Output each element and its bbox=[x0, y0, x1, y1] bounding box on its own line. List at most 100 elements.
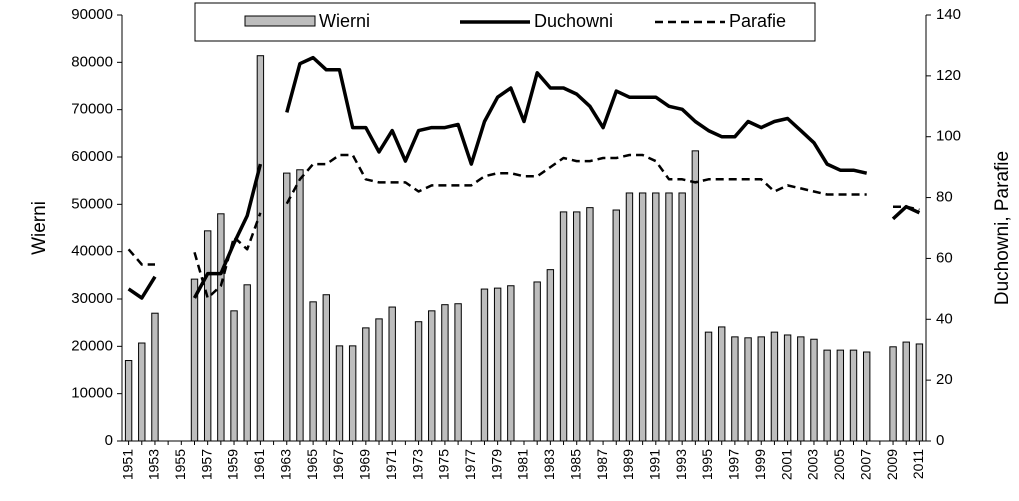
y-tick-label: 20000 bbox=[71, 337, 113, 354]
bar bbox=[283, 172, 291, 442]
x-tick-label: 1975 bbox=[436, 449, 452, 480]
x-tick-label: 2001 bbox=[778, 449, 794, 480]
bar bbox=[823, 349, 831, 442]
legend-label: Wierni bbox=[319, 11, 370, 31]
bar bbox=[138, 342, 146, 442]
bar bbox=[309, 301, 317, 442]
bar bbox=[480, 288, 489, 442]
y-tick-label: 50000 bbox=[71, 195, 113, 212]
bar bbox=[296, 169, 304, 442]
x-tick-label: 1981 bbox=[515, 449, 531, 480]
bar bbox=[428, 310, 436, 442]
y-tick-label: 60000 bbox=[71, 148, 113, 165]
bar bbox=[731, 336, 739, 442]
bar bbox=[256, 55, 265, 442]
bar bbox=[151, 312, 159, 442]
y-axis-label: Wierni bbox=[29, 201, 50, 255]
bar bbox=[704, 331, 713, 442]
x-tick-label: 1967 bbox=[330, 449, 346, 480]
x-tick-label: 1983 bbox=[541, 449, 557, 480]
y-tick-label: 10000 bbox=[71, 385, 113, 402]
x-tick-label: 1961 bbox=[251, 449, 267, 480]
bar bbox=[691, 150, 700, 442]
x-tick-label: 1999 bbox=[752, 449, 768, 480]
y2-tick-label: 40 bbox=[936, 310, 953, 327]
x-tick-label: 1963 bbox=[277, 449, 293, 480]
y-tick-label: 70000 bbox=[71, 101, 113, 118]
bar bbox=[573, 211, 581, 442]
bar bbox=[783, 334, 792, 442]
x-tick-label: 1953 bbox=[146, 449, 162, 480]
x-tick-label: 1951 bbox=[119, 449, 135, 480]
bar bbox=[441, 304, 449, 442]
bar bbox=[902, 341, 910, 442]
bar bbox=[810, 338, 818, 442]
x-tick-label: 2007 bbox=[857, 449, 873, 480]
x-tick-label: 1991 bbox=[647, 449, 663, 480]
x-tick-label: 1959 bbox=[225, 449, 241, 480]
x-tick-label: 1985 bbox=[567, 449, 583, 480]
bar bbox=[533, 281, 541, 442]
bar bbox=[586, 207, 594, 442]
x-tick-label: 1973 bbox=[409, 449, 425, 480]
bar bbox=[889, 346, 897, 442]
x-tick-label: 1957 bbox=[198, 449, 214, 480]
bar bbox=[322, 294, 330, 442]
x-tick-label: 1979 bbox=[488, 449, 504, 480]
x-tick-label: 2005 bbox=[831, 449, 847, 480]
bar bbox=[124, 360, 133, 442]
x-tick-label: 1997 bbox=[726, 449, 742, 480]
bar bbox=[638, 192, 647, 442]
y2-tick-label: 100 bbox=[936, 128, 961, 145]
bar bbox=[203, 230, 212, 442]
y-tick-label: 40000 bbox=[71, 243, 113, 260]
bar bbox=[559, 211, 568, 442]
y2-tick-label: 120 bbox=[936, 67, 961, 84]
bar bbox=[414, 321, 423, 442]
bar bbox=[507, 285, 515, 442]
bar bbox=[625, 192, 634, 442]
x-tick-label: 1977 bbox=[462, 449, 478, 480]
bar bbox=[362, 327, 370, 442]
bar bbox=[744, 337, 752, 442]
x-tick-label: 1969 bbox=[357, 449, 373, 480]
x-tick-label: 1971 bbox=[383, 449, 399, 480]
bar bbox=[454, 303, 462, 442]
bar bbox=[546, 269, 555, 442]
x-tick-label: 1955 bbox=[172, 449, 188, 480]
x-tick-label: 1987 bbox=[594, 449, 610, 480]
y2-tick-label: 0 bbox=[936, 432, 944, 449]
bar bbox=[217, 213, 225, 442]
bar bbox=[862, 351, 871, 442]
x-tick-label: 1993 bbox=[673, 449, 689, 480]
x-tick-label: 1989 bbox=[620, 449, 636, 480]
y2-axis-label: Duchowni, Parafie bbox=[992, 151, 1013, 305]
bar bbox=[757, 336, 765, 442]
bar bbox=[243, 284, 251, 442]
bar bbox=[335, 345, 344, 442]
bar bbox=[652, 192, 660, 442]
bar bbox=[665, 192, 673, 442]
bar bbox=[718, 326, 726, 442]
x-tick-label: 1965 bbox=[304, 449, 320, 480]
y-tick-label: 30000 bbox=[71, 290, 113, 307]
legend-swatch bbox=[244, 15, 316, 27]
y-tick-label: 80000 bbox=[71, 53, 113, 70]
bar bbox=[770, 331, 779, 442]
x-tick-label: 1995 bbox=[699, 449, 715, 480]
y2-tick-label: 140 bbox=[936, 6, 961, 23]
legend-label: Parafie bbox=[729, 11, 786, 31]
x-tick-label: 2011 bbox=[910, 449, 926, 479]
bar bbox=[915, 343, 924, 442]
bar bbox=[190, 278, 199, 442]
bar bbox=[388, 306, 396, 442]
y-tick-label: 0 bbox=[105, 432, 113, 449]
line bbox=[127, 55, 921, 300]
bar bbox=[836, 349, 845, 442]
bar bbox=[230, 310, 238, 442]
legend-label: Duchowni bbox=[534, 11, 613, 31]
y2-tick-label: 20 bbox=[936, 371, 953, 388]
y-tick-label: 90000 bbox=[71, 6, 113, 23]
bar bbox=[348, 345, 357, 442]
